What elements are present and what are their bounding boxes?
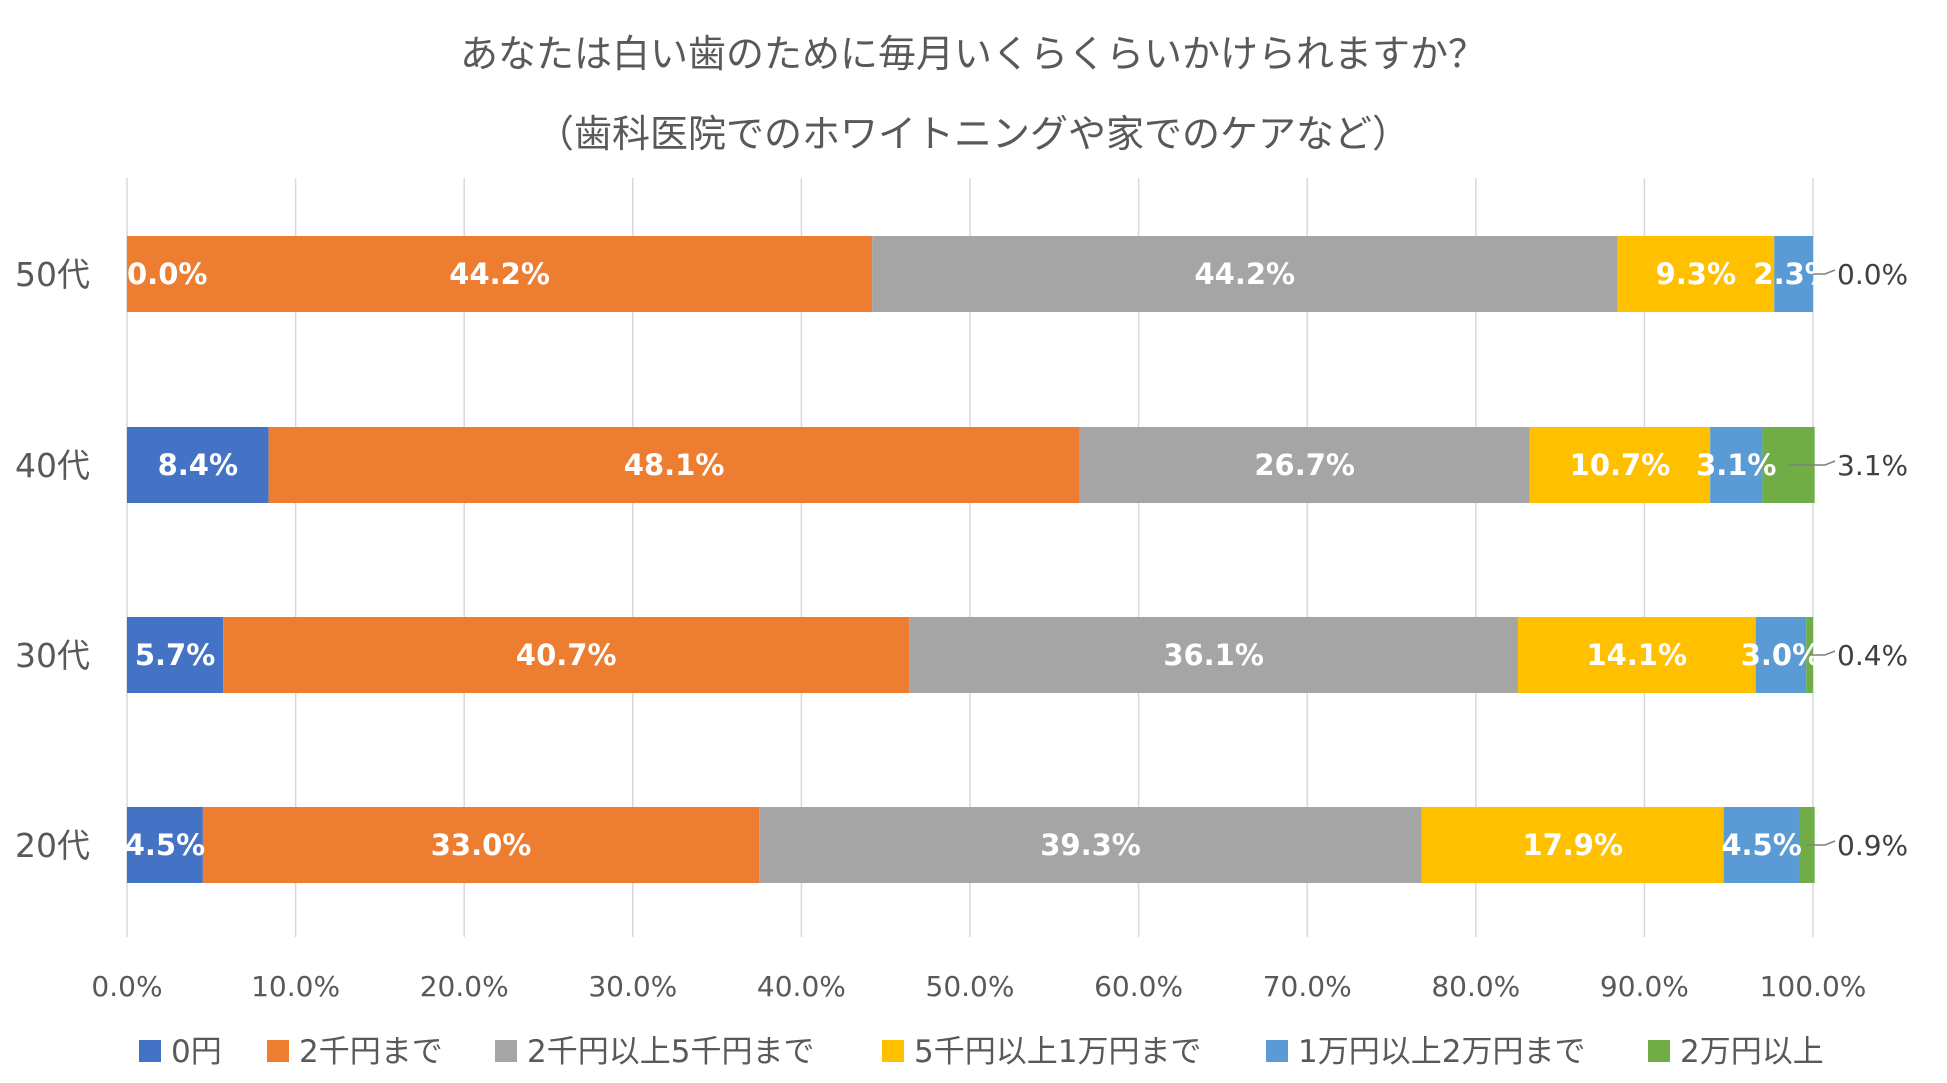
legend-swatch [139, 1040, 161, 1062]
data-label: 14.1% [1587, 638, 1688, 672]
legend-swatch [1648, 1040, 1670, 1062]
bar-segment [127, 807, 203, 883]
legend-label: 5千円以上1万円まで [914, 1034, 1201, 1070]
data-label: 0.0% [1837, 258, 1908, 291]
data-label: 44.2% [1195, 257, 1296, 291]
data-label: 40.7% [516, 638, 617, 672]
x-tick-label: 20.0% [420, 970, 509, 1003]
bar-segment [223, 617, 910, 693]
data-label: 17.9% [1522, 828, 1623, 862]
bar-segment [1710, 427, 1763, 503]
bar-segment [1421, 807, 1724, 883]
x-tick-label: 0.0% [91, 970, 162, 1003]
x-tick-label: 40.0% [757, 970, 846, 1003]
legend: 0円 2千円まで 2千円以上5千円まで 5千円以上1万円まで 1万円以上2万円まで 2万円… [139, 1034, 1824, 1070]
data-label: 36.1% [1163, 638, 1264, 672]
data-label: 3.1% [1696, 448, 1776, 482]
legend-label: 0円 [171, 1034, 222, 1070]
bar-segment [1723, 807, 1800, 883]
data-label: 3.0% [1741, 638, 1821, 672]
bar-segment [127, 236, 873, 312]
category-label: 30代 [15, 636, 90, 675]
legend-label: 2千円以上5千円まで [527, 1034, 814, 1070]
legend-swatch [267, 1040, 289, 1062]
bar-segment [127, 617, 224, 693]
chart-title: あなたは白い歯のために毎月いくらくらいかけられますか？ [460, 32, 1486, 76]
legend-label: 1万円以上2万円まで [1298, 1034, 1585, 1070]
data-label: 9.3% [1656, 257, 1736, 291]
legend-swatch [1266, 1040, 1288, 1062]
bar-segment [1617, 236, 1775, 312]
bar-segment [1799, 807, 1815, 883]
leader-line [1809, 650, 1836, 656]
data-label: 0.4% [1837, 639, 1908, 672]
data-label: 0.9% [1837, 829, 1908, 862]
bar-segment [1079, 427, 1530, 503]
bar-segment [127, 427, 269, 503]
category-label: 40代 [15, 446, 90, 485]
x-tick-label: 100.0% [1760, 970, 1867, 1003]
bar-segment [1529, 427, 1711, 503]
bar-segment [909, 617, 1518, 693]
chart-subtitle: （歯科医院でのホワイトニングや家でのケアなど） [536, 112, 1410, 156]
x-tick-label: 90.0% [1600, 970, 1689, 1003]
axes: 0.0% 10.0% 20.0% 30.0% 40.0% 50.0% 60.0% 70.0% 8… [15, 255, 1866, 1003]
bar-segment [1774, 236, 1813, 312]
x-tick-label: 50.0% [926, 970, 1015, 1003]
x-tick-label: 70.0% [1263, 970, 1352, 1003]
data-label: 48.1% [624, 448, 725, 482]
leader-line [1788, 460, 1836, 466]
data-label: 3.1% [1837, 449, 1908, 482]
bar-segment [202, 807, 760, 883]
x-tick-label: 30.0% [588, 970, 677, 1003]
x-tick-label: 10.0% [251, 970, 340, 1003]
bar-segment [1806, 617, 1813, 693]
bar-segment [759, 807, 1422, 883]
data-label: 39.3% [1040, 828, 1141, 862]
data-labels: 4.5% 33.0% 39.3% 17.9% 4.5% 0.9% 5.7% 40.7% 36.1… [125, 257, 1908, 862]
legend-swatch [882, 1040, 904, 1062]
data-label: 8.4% [158, 448, 238, 482]
bar-segment [268, 427, 1080, 503]
data-label: 10.7% [1570, 448, 1671, 482]
bar-segment [872, 236, 1618, 312]
bar-segment [1517, 617, 1756, 693]
data-label: 4.5% [125, 828, 205, 862]
category-label: 50代 [15, 255, 90, 294]
data-label: 5.7% [135, 638, 215, 672]
leader-line [1813, 269, 1836, 275]
data-label: 26.7% [1254, 448, 1355, 482]
category-label: 20代 [15, 826, 90, 865]
data-label: 4.5% [1721, 828, 1801, 862]
leader-line [1807, 840, 1836, 846]
bars [127, 236, 1815, 883]
x-tick-label: 60.0% [1094, 970, 1183, 1003]
data-label: 33.0% [431, 828, 532, 862]
data-label: 44.2% [449, 257, 550, 291]
data-label: 0.0% [127, 257, 207, 291]
legend-swatch [495, 1040, 517, 1062]
x-tick-label: 80.0% [1431, 970, 1520, 1003]
legend-label: 2万円以上 [1680, 1034, 1824, 1070]
legend-label: 2千円まで [299, 1034, 443, 1070]
bar-segment [1755, 617, 1807, 693]
